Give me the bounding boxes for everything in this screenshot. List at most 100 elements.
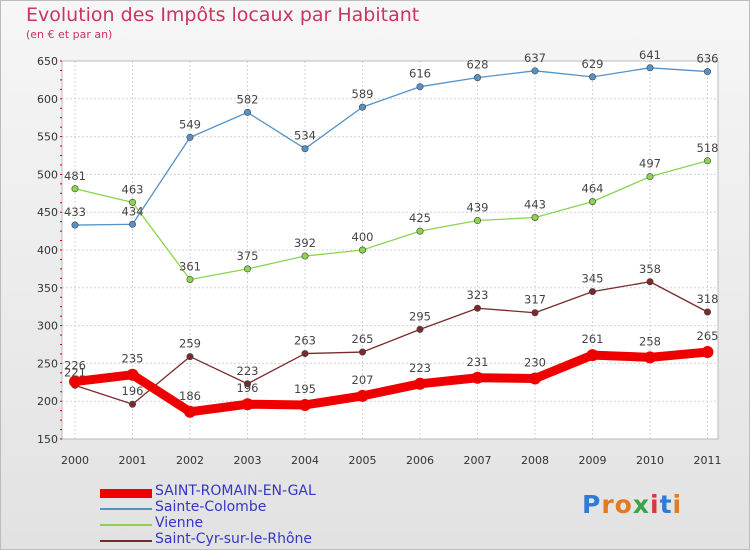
data-point: [71, 221, 79, 229]
y-tick-label: 350: [37, 282, 58, 295]
data-point: [703, 308, 711, 316]
data-point: [703, 68, 711, 76]
legend-item: Vienne: [100, 515, 400, 532]
y-tick-label: 200: [37, 395, 58, 408]
logo-letter: t: [659, 490, 673, 519]
x-tick-label: 2005: [349, 454, 377, 467]
data-point: [531, 213, 539, 221]
data-label: 589: [352, 87, 374, 101]
data-label: 434: [122, 204, 144, 218]
data-point: [69, 375, 81, 388]
data-point: [126, 368, 139, 381]
data-point: [416, 227, 424, 235]
data-label: 258: [639, 334, 661, 348]
legend-swatch: [100, 508, 152, 510]
x-tick-label: 2000: [61, 454, 89, 467]
data-label: 637: [524, 51, 546, 65]
data-point: [244, 108, 252, 116]
data-label: 323: [467, 288, 489, 302]
data-point: [299, 398, 311, 411]
data-point: [244, 265, 252, 273]
series-line-3: [74, 281, 709, 405]
data-label: 221: [64, 365, 86, 379]
data-label: 518: [697, 141, 719, 155]
logo-letter: i: [650, 490, 660, 519]
data-label: 207: [352, 373, 374, 387]
data-point: [471, 371, 484, 384]
data-point: [646, 278, 654, 286]
data-label: 425: [409, 211, 431, 225]
data-point: [186, 353, 194, 361]
legend-swatch: [100, 488, 152, 498]
data-label: 345: [582, 272, 604, 286]
y-tick-label: 600: [37, 93, 58, 106]
chart-title: Evolution des Impôts locaux par Habitant: [26, 4, 420, 26]
data-label: 534: [294, 129, 316, 143]
proxiti-logo: Proxiti: [582, 490, 682, 519]
legend-label: Vienne: [155, 515, 204, 531]
x-tick-label: 2002: [176, 454, 204, 467]
data-point: [358, 103, 366, 111]
data-point: [414, 377, 426, 390]
data-label: 616: [409, 67, 431, 81]
data-label: 230: [524, 356, 546, 370]
data-label: 196: [237, 381, 259, 395]
grid: [62, 60, 718, 440]
data-label: 223: [237, 364, 259, 378]
data-point: [129, 400, 137, 408]
data-point: [473, 217, 481, 225]
legend-label: SAINT-ROMAIN-EN-GAL: [155, 483, 316, 499]
data-label: 375: [237, 249, 259, 263]
y-tick-label: 400: [37, 244, 58, 257]
data-point: [71, 185, 79, 193]
chart-subtitle: (en € et par an): [26, 28, 113, 41]
data-label: 549: [179, 117, 201, 131]
data-label: 481: [64, 169, 86, 183]
data-label: 443: [524, 197, 546, 211]
axes: 150 200 250 300 350 400 450 500 550 600 650 2000 200…: [37, 55, 722, 467]
data-point: [358, 246, 366, 254]
data-point: [644, 351, 656, 364]
series-line-1: [74, 67, 709, 226]
data-point: [701, 346, 714, 359]
logo-letter: P: [582, 490, 602, 519]
data-point: [531, 67, 539, 75]
logo-letter: i: [672, 490, 683, 519]
data-point: [703, 157, 711, 165]
data-label: 195: [294, 382, 316, 396]
data-label: 641: [639, 48, 661, 62]
data-label: 464: [582, 182, 604, 196]
data-label: 263: [294, 334, 316, 348]
data-label: 231: [467, 355, 489, 369]
logo-letter: x: [632, 490, 650, 519]
legend-label: Sainte-Colombe: [155, 499, 267, 515]
data-label: 439: [467, 201, 489, 215]
x-tick-label: 2011: [694, 454, 722, 467]
x-tick-label: 2004: [291, 454, 319, 467]
y-tick-label: 300: [37, 320, 58, 333]
y-tick-label: 650: [37, 55, 58, 68]
legend-swatch: [100, 524, 152, 526]
data-label: 196: [122, 384, 144, 398]
data-point: [241, 398, 254, 411]
series-line-2: [74, 160, 709, 281]
x-tick-label: 2001: [119, 454, 147, 467]
data-label: 361: [179, 259, 201, 273]
data-point: [244, 380, 252, 388]
data-point: [301, 252, 309, 260]
y-tick-label: 150: [37, 433, 58, 446]
legend-swatch: [100, 540, 152, 542]
data-label: 582: [237, 92, 259, 106]
data-label: 317: [524, 293, 546, 307]
data-point: [416, 325, 424, 333]
data-point: [586, 349, 599, 362]
data-label: 259: [179, 337, 201, 351]
x-tick-label: 2008: [521, 454, 549, 467]
data-point: [186, 275, 194, 283]
data-labels: 433 434 549 582 534 589 616 628 637 629 641 636 481 4…: [64, 48, 718, 403]
data-point: [588, 73, 596, 81]
data-label: 226: [64, 359, 86, 373]
y-tick-label: 250: [37, 357, 58, 370]
x-tick-label: 2006: [406, 454, 434, 467]
